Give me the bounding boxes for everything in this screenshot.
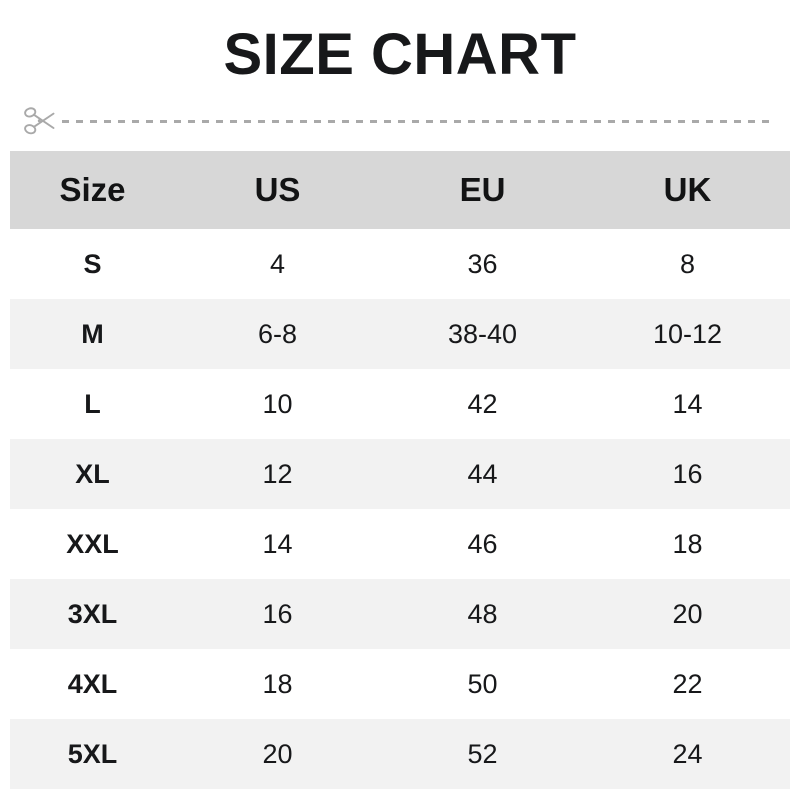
cell-us: 20: [175, 719, 380, 789]
cell-uk: 24: [585, 719, 790, 789]
cell-size: 4XL: [10, 649, 175, 719]
cell-uk: 22: [585, 649, 790, 719]
cell-eu: 36: [380, 229, 585, 299]
column-header-size: Size: [10, 151, 175, 229]
column-header-uk: UK: [585, 151, 790, 229]
table-row: XL 12 44 16: [10, 439, 790, 509]
cell-eu: 52: [380, 719, 585, 789]
column-header-eu: EU: [380, 151, 585, 229]
table-row: 5XL 20 52 24: [10, 719, 790, 789]
cell-eu: 50: [380, 649, 585, 719]
table-row: M 6-8 38-40 10-12: [10, 299, 790, 369]
table-row: 3XL 16 48 20: [10, 579, 790, 649]
table-row: XXL 14 46 18: [10, 509, 790, 579]
cell-us: 18: [175, 649, 380, 719]
scissors-icon: [24, 107, 55, 135]
cell-uk: 20: [585, 579, 790, 649]
page-title: SIZE CHART: [223, 22, 577, 87]
cell-eu: 42: [380, 369, 585, 439]
cell-us: 14: [175, 509, 380, 579]
cell-eu: 48: [380, 579, 585, 649]
dashed-cut-line: [62, 120, 774, 123]
cell-size: XL: [10, 439, 175, 509]
cell-size: 5XL: [10, 719, 175, 789]
cell-us: 10: [175, 369, 380, 439]
cell-eu: 38-40: [380, 299, 585, 369]
cell-uk: 8: [585, 229, 790, 299]
cell-size: M: [10, 299, 175, 369]
cell-eu: 44: [380, 439, 585, 509]
cell-uk: 16: [585, 439, 790, 509]
cell-size: S: [10, 229, 175, 299]
cell-size: 3XL: [10, 579, 175, 649]
cell-eu: 46: [380, 509, 585, 579]
cell-uk: 10-12: [585, 299, 790, 369]
table-body: S 4 36 8 M 6-8 38-40 10-12 L 10 42 14 XL…: [10, 229, 790, 789]
cell-us: 6-8: [175, 299, 380, 369]
column-header-us: US: [175, 151, 380, 229]
cut-line: [22, 104, 778, 138]
cell-us: 4: [175, 229, 380, 299]
cell-size: XXL: [10, 509, 175, 579]
cell-size: L: [10, 369, 175, 439]
table-row: L 10 42 14: [10, 369, 790, 439]
cell-us: 12: [175, 439, 380, 509]
table-row: 4XL 18 50 22: [10, 649, 790, 719]
cell-uk: 14: [585, 369, 790, 439]
cell-us: 16: [175, 579, 380, 649]
table-row: S 4 36 8: [10, 229, 790, 299]
table-header-row: Size US EU UK: [10, 151, 790, 229]
size-chart-table: Size US EU UK S 4 36 8 M 6-8 38-40 10-12…: [10, 151, 790, 789]
cell-uk: 18: [585, 509, 790, 579]
